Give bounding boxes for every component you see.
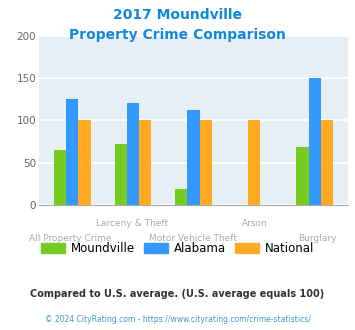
Bar: [187, 110, 200, 205]
Text: Property Crime Comparison: Property Crime Comparison: [69, 28, 286, 42]
Bar: [296, 148, 308, 205]
Text: Compared to U.S. average. (U.S. average equals 100): Compared to U.S. average. (U.S. average …: [31, 289, 324, 299]
Text: All Property Crime: All Property Crime: [29, 234, 111, 243]
Text: Arson: Arson: [242, 219, 268, 228]
Bar: [127, 103, 139, 205]
Legend: Moundville, Alabama, National: Moundville, Alabama, National: [36, 237, 319, 260]
Bar: [139, 120, 151, 205]
Text: Burglary: Burglary: [298, 234, 336, 243]
Text: Larceny & Theft: Larceny & Theft: [95, 219, 168, 228]
Bar: [78, 120, 91, 205]
Bar: [321, 120, 333, 205]
Text: © 2024 CityRating.com - https://www.cityrating.com/crime-statistics/: © 2024 CityRating.com - https://www.city…: [45, 315, 310, 324]
Bar: [200, 120, 212, 205]
Text: Motor Vehicle Theft: Motor Vehicle Theft: [149, 234, 237, 243]
Bar: [66, 99, 78, 205]
Text: 2017 Moundville: 2017 Moundville: [113, 8, 242, 22]
Bar: [175, 189, 187, 205]
Bar: [54, 150, 66, 205]
Bar: [115, 144, 127, 205]
Bar: [248, 120, 260, 205]
Bar: [308, 78, 321, 205]
